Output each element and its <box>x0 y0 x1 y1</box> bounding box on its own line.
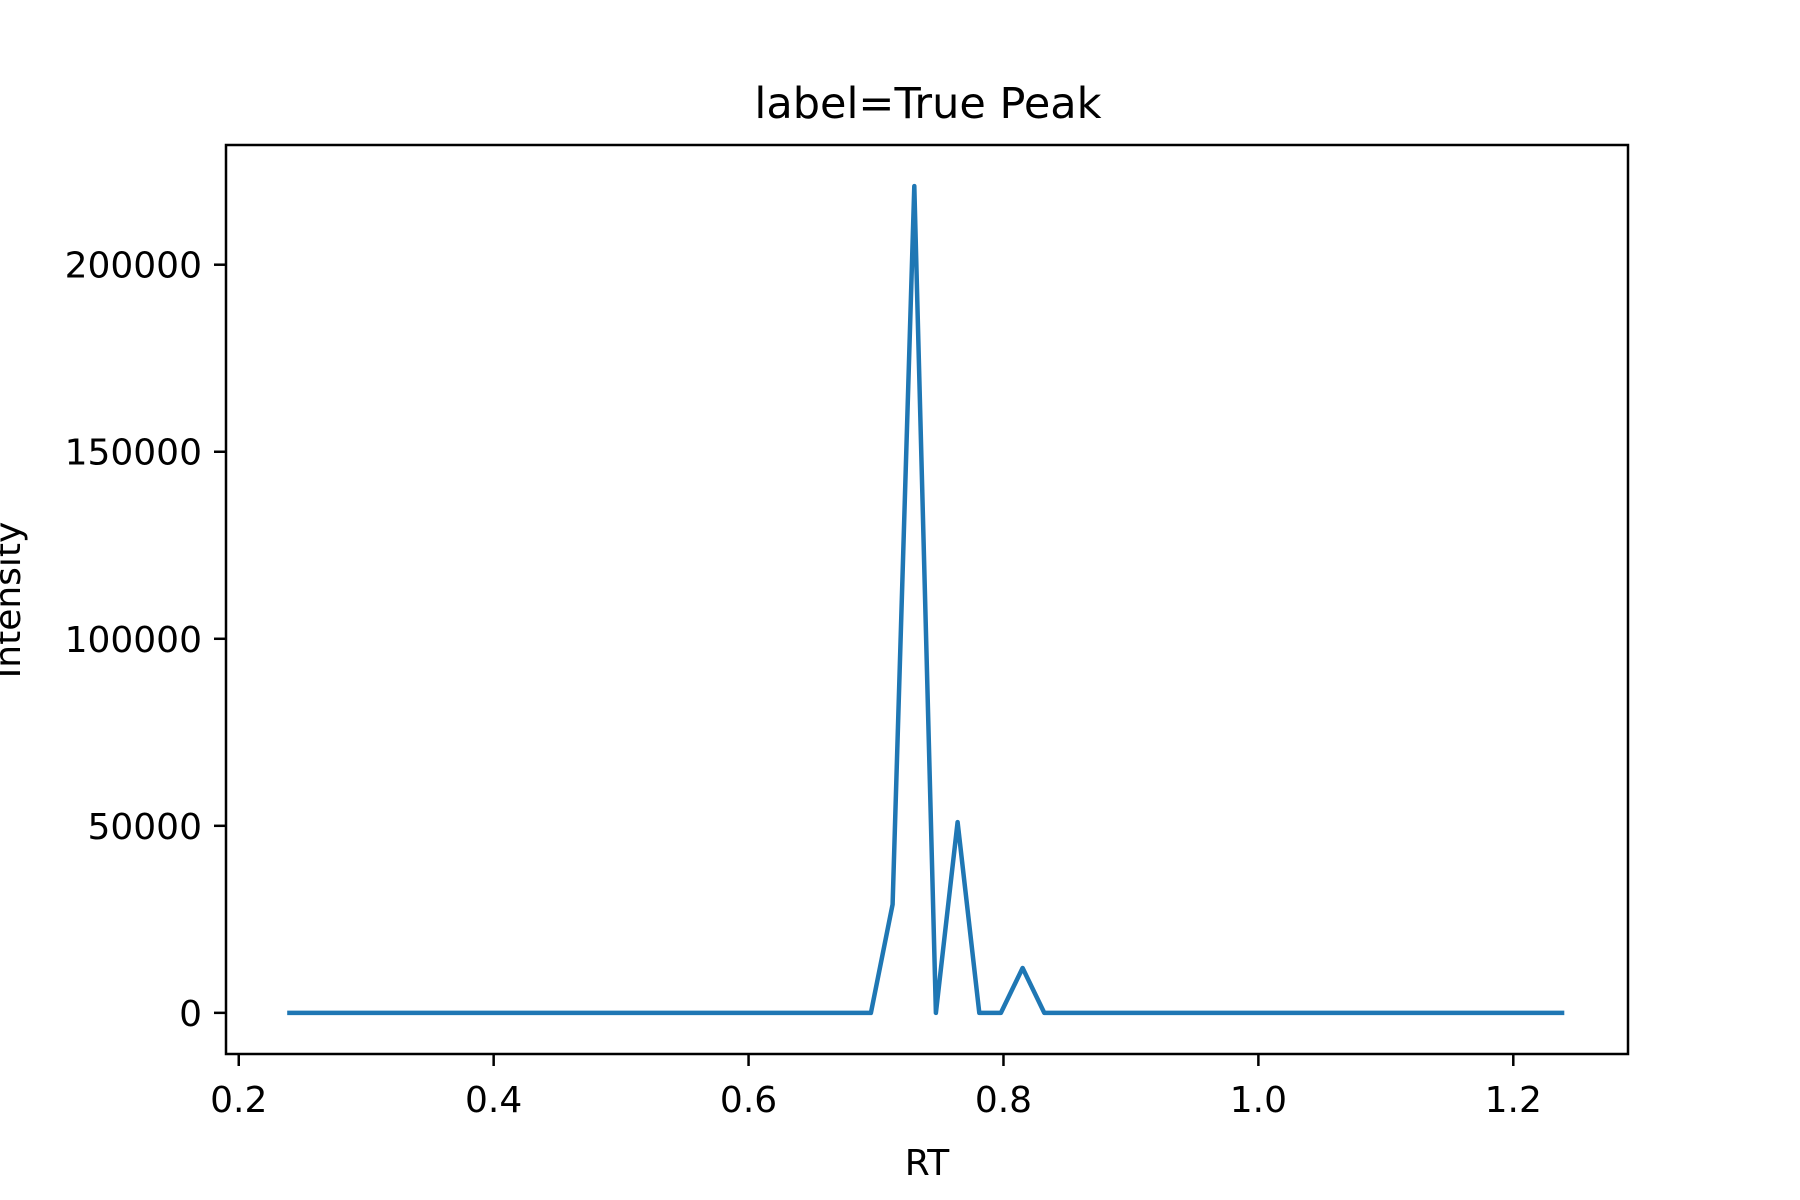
x-tick-label: 0.6 <box>720 1080 777 1121</box>
y-tick-label: 100000 <box>65 620 202 661</box>
y-axis: 0 50000 100000 150000 200000 <box>65 246 226 1035</box>
y-tick-label: 200000 <box>65 246 202 287</box>
axes-frame <box>224 143 1630 1056</box>
x-tick-label: 1.2 <box>1485 1080 1542 1121</box>
x-tick-label: 1.0 <box>1230 1080 1287 1121</box>
x-tick-label: 0.4 <box>465 1080 522 1121</box>
x-tick-label: 0.8 <box>975 1080 1032 1121</box>
x-tick-label: 0.2 <box>210 1080 267 1121</box>
x-axis: 0.2 0.4 0.6 0.8 1.0 1.2 <box>210 1054 1542 1121</box>
series-line-0 <box>287 183 1565 1016</box>
chart-title: label=True Peak <box>754 79 1101 129</box>
x-axis-label: RT <box>905 1143 950 1184</box>
y-axis-label: Intensity <box>0 522 29 679</box>
y-tick-label: 150000 <box>65 433 202 474</box>
plot-area <box>287 183 1565 1016</box>
y-tick-label: 50000 <box>87 807 202 848</box>
y-tick-label: 0 <box>179 994 202 1035</box>
